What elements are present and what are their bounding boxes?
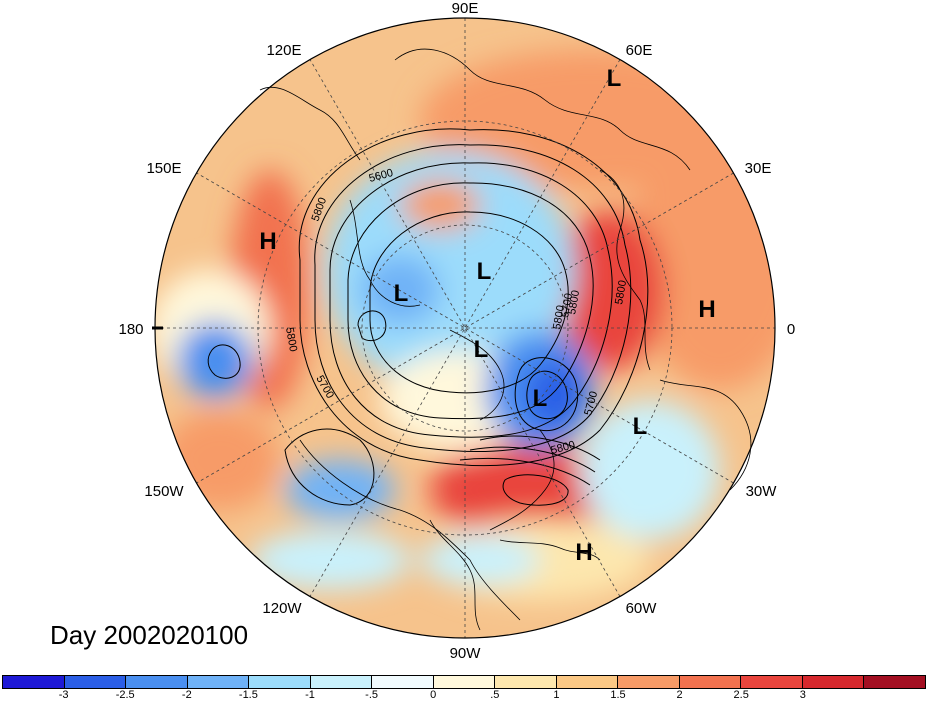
contour-label: 5800 (566, 289, 582, 315)
colorbar-swatch (864, 676, 925, 688)
height-contours (207, 128, 649, 506)
colorbar-tick-label: -1.5 (238, 689, 258, 701)
meridian-label-150w: 150W (144, 483, 184, 500)
colorbar-tick-label: 1.5 (610, 689, 626, 701)
colorbar-tick-label: 0 (430, 689, 437, 701)
contour-label: 5800 (283, 326, 299, 352)
low-center-siberia-north: L (607, 65, 622, 92)
colorbar-tick-label: .5 (490, 689, 500, 701)
high-center-caribbean: H (575, 539, 592, 566)
meridian-label-90w: 90W (450, 645, 482, 662)
colorbar-swatch (249, 676, 311, 688)
colorbar-tick-label: -1 (305, 689, 315, 701)
colorbar-tick-label: -2.5 (115, 689, 135, 701)
low-center-arctic-3: L (474, 336, 489, 363)
colorbar-swatch (556, 676, 619, 688)
meridian-label-180: 180 (118, 321, 143, 338)
low-center-arctic-2: L (394, 280, 409, 307)
colorbar-tick-label: -3 (58, 689, 69, 701)
colorbar-swatch (126, 676, 188, 688)
colorbar-swatch (187, 676, 250, 688)
low-center-labrador: L (533, 385, 548, 412)
coastlines (259, 48, 752, 631)
meridian-label-60w: 60W (626, 600, 658, 617)
colorbar: -3 -2.5 -2 -1.5 -1 -.5 0 .5 1 1.5 2 2.5 3 (0, 675, 928, 702)
meridian-label-90e: 90E (452, 0, 479, 17)
colorbar-swatch (372, 676, 434, 688)
meridian-labels: 90E 60E 30E 0 30W 60W 90W 120W 150W 180 … (118, 0, 795, 662)
colorbar-swatch (741, 676, 803, 688)
colorbar-swatch (618, 676, 680, 688)
colorbar-swatch (310, 676, 373, 688)
colorbar-swatch (3, 676, 65, 688)
colorbar-swatch (495, 676, 557, 688)
meridian-label-0: 0 (787, 321, 795, 338)
meridian-label-30e: 30E (745, 160, 772, 177)
colorbar-tick-label: 2 (676, 689, 683, 701)
colorbar-swatch (433, 676, 496, 688)
date-label: Day 2002020100 (50, 620, 249, 650)
low-center-arctic-1: L (477, 258, 492, 285)
colorbar-swatch (802, 676, 865, 688)
colorbar-tick-label: 3 (799, 689, 806, 701)
polar-map: 90E 60E 30E 0 30W 60W 90W 120W 150W 180 … (118, 0, 795, 662)
contour-label: 5700 (559, 292, 575, 318)
colorbar-tick-label: 2.5 (733, 689, 749, 701)
pressure-centers: H H H L L L L L L (259, 65, 715, 566)
graticule (155, 18, 775, 638)
high-center-europe: H (698, 296, 715, 323)
high-center-pacific: H (259, 228, 276, 255)
colorbar-tick-label: -.5 (365, 689, 379, 701)
colorbar-swatch (64, 676, 127, 688)
colorbar-tick-label: -2 (181, 689, 192, 701)
low-center-atlantic: L (633, 413, 648, 440)
colorbar-swatches (2, 675, 926, 689)
anomaly-field (155, 18, 775, 638)
meridian-label-30w: 30W (746, 483, 778, 500)
meridian-label-120w: 120W (262, 600, 302, 617)
meridian-label-150e: 150E (146, 160, 181, 177)
colorbar-tick-label: 1 (553, 689, 560, 701)
meridian-label-120e: 120E (266, 42, 301, 59)
contour-label: 5800 (613, 279, 629, 305)
contour-label: 5800 (551, 304, 567, 330)
meridian-label-60e: 60E (626, 42, 653, 59)
colorbar-swatch (679, 676, 742, 688)
